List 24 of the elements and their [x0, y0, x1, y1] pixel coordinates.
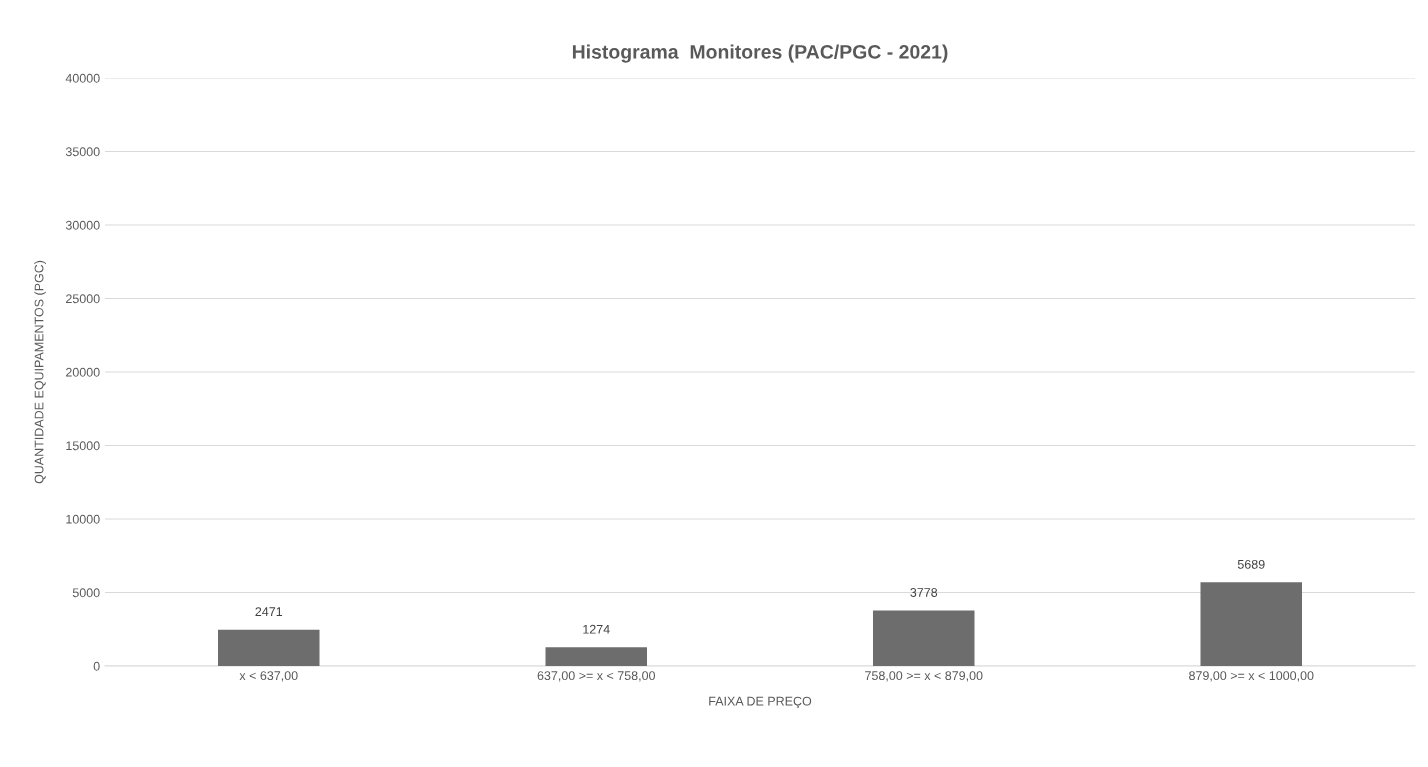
x-tick-label: x < 637,00 — [239, 671, 298, 682]
bar — [217, 629, 320, 666]
y-tick-label: 35000 — [65, 147, 100, 157]
bar — [872, 610, 975, 666]
y-axis-title: QUANTIDADE EQUIPAMENTOS (PGC) — [34, 260, 46, 484]
data-label: 1274 — [583, 624, 610, 634]
y-tick-label: 0 — [93, 661, 100, 671]
y-tick-label: 25000 — [66, 294, 100, 304]
data-label: 5689 — [1237, 559, 1265, 569]
x-tick-label: 879,00 >= x < 1000,00 — [1189, 671, 1314, 682]
bar — [1200, 582, 1303, 666]
bar — [545, 647, 648, 666]
x-tick-label: 758,00 >= x < 879,00 — [865, 671, 983, 682]
y-tick-label: 40000 — [65, 73, 100, 83]
y-tick-label: 20000 — [66, 367, 100, 377]
y-tick-label: 15000 — [66, 441, 100, 451]
data-label: 2471 — [255, 607, 283, 616]
x-tick-label: 637,00 >= x < 758,00 — [537, 671, 656, 682]
y-tick-label: 30000 — [65, 220, 100, 230]
y-tick-label: 10000 — [66, 514, 100, 524]
x-axis-title: FAIXA DE PREÇO — [709, 696, 812, 709]
data-label: 3778 — [910, 588, 938, 597]
chart-title: Histograma Monitores (PAC/PGC - 2021) — [572, 44, 948, 63]
y-tick-label: 5000 — [72, 588, 100, 598]
